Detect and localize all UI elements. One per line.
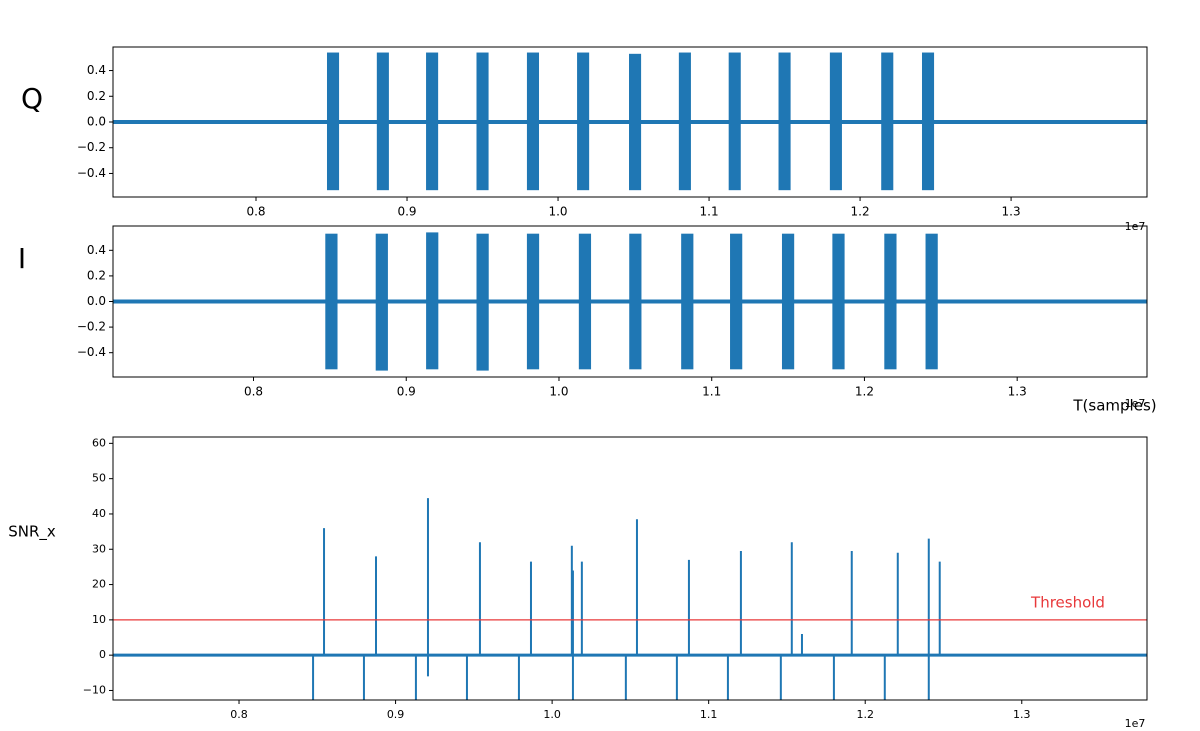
burst [375,233,388,371]
burst [577,52,590,191]
burst [325,233,338,370]
x-tick-label: 1.0 [549,385,568,399]
y-tick-label: 0.2 [87,268,106,282]
burst [778,52,791,191]
plot-area [113,232,1147,371]
offset-label: 1e7 [1125,717,1146,730]
burst [921,52,935,191]
x-tick-label: 0.9 [397,205,416,219]
burst [376,52,389,191]
burst [629,233,642,370]
y-tick-label: 0.0 [87,294,106,308]
y-tick-label: 50 [92,472,106,485]
y-tick-label: 60 [92,436,106,449]
burst [426,232,439,370]
burst [881,52,894,191]
threshold-label: Threshold [1030,593,1105,611]
y-tick-label: 40 [92,507,106,520]
burst [925,233,938,370]
y-tick-label: −0.4 [77,345,106,359]
burst [730,233,743,370]
burst [884,233,897,370]
y-tick-label: −0.2 [77,140,106,154]
axes-frame [112,436,1148,701]
x-tick-label: 1.0 [543,708,561,721]
y-tick-label: 30 [92,542,106,555]
x-tick-label: 0.8 [244,385,263,399]
burst [832,233,845,370]
burst [326,52,340,191]
y-axis-label: Q [21,82,43,115]
y-tick-label: 0 [99,648,106,661]
burst [829,52,842,191]
x-tick-label: 0.8 [230,708,248,721]
x-tick-label: 1.2 [851,205,870,219]
x-tick-label: 1.0 [548,205,567,219]
burst [781,233,795,370]
y-tick-label: 10 [92,613,106,626]
x-tick-label: 1.1 [702,385,721,399]
plot-area [113,52,1147,191]
panel: Threshold 0.8 0.9 1.0 1.1 1.2 1.3 60 50 40 30 20 10 0… [8,436,1148,730]
plot-area [113,498,1147,700]
y-tick-label: 0.4 [87,243,106,257]
panel: 0.8 0.9 1.0 1.1 1.2 1.3 0.4 0.2 0.0 −0.2 −0.4 I 1e7T… [18,225,1157,415]
burst [678,52,691,191]
burst [728,52,741,191]
x-axis-label: T(samples) [1072,397,1156,415]
y-tick-label: 0.4 [87,63,106,77]
burst [629,53,642,191]
x-tick-label: 1.3 [1008,385,1027,399]
burst [476,233,489,371]
y-axis-label: SNR_x [8,523,56,542]
y-tick-label: −0.4 [77,166,106,180]
y-tick-label: −10 [83,683,106,696]
x-tick-label: 1.3 [1013,708,1031,721]
x-tick-label: 0.9 [387,708,405,721]
y-tick-label: 0.2 [87,89,106,103]
burst [426,52,439,191]
burst [526,52,540,191]
burst [476,52,489,191]
x-tick-label: 1.1 [700,205,719,219]
burst [526,233,540,370]
x-tick-label: 0.9 [397,385,416,399]
y-tick-label: 20 [92,578,106,591]
y-axis-label: I [18,242,26,275]
x-tick-label: 1.1 [700,708,718,721]
burst [681,233,694,370]
x-tick-label: 1.2 [856,708,874,721]
y-tick-label: −0.2 [77,320,106,334]
x-tick-label: 1.3 [1002,205,1021,219]
offset-label: 1e7 [1125,397,1146,410]
y-tick-label: 0.0 [87,115,106,129]
burst [578,233,592,370]
x-tick-label: 1.2 [855,385,874,399]
x-tick-label: 0.8 [246,205,265,219]
